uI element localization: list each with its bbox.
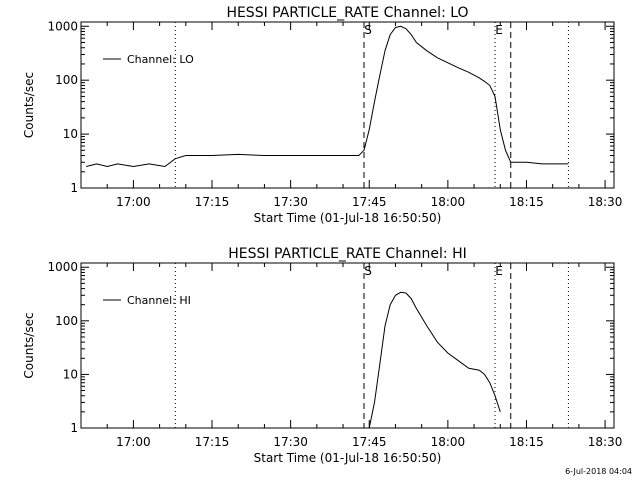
- x-tick-label: 17:15: [195, 195, 230, 209]
- y-tick-label: 1: [70, 421, 78, 435]
- event-marker-label: E: [495, 264, 503, 278]
- x-tick-label: 18:30: [588, 435, 623, 449]
- x-tick-label: 17:00: [116, 435, 151, 449]
- chart-title: HESSI PARTICLE_RATE Channel: LO: [226, 5, 468, 21]
- plot-timestamp: 6-Jul-2018 04:04: [565, 467, 632, 476]
- x-tick-label: 17:00: [116, 195, 151, 209]
- y-tick-label: 1: [70, 181, 78, 195]
- y-axis-label: Counts/sec: [22, 312, 36, 378]
- x-tick-label: 17:45: [352, 195, 387, 209]
- series-line: [368, 291, 501, 429]
- x-tick-label: 17:30: [273, 435, 308, 449]
- x-tick-label: 18:15: [509, 435, 544, 449]
- x-axis-label: Start Time (01-Jul-18 16:50:50): [254, 451, 442, 465]
- x-tick-label: 17:30: [273, 195, 308, 209]
- y-tick-label: 100: [55, 314, 78, 328]
- x-tick-label: 18:30: [588, 195, 623, 209]
- x-tick-label: 17:15: [195, 435, 230, 449]
- event-marker-label: E: [495, 23, 503, 37]
- y-tick-label: 1000: [47, 260, 78, 274]
- y-axis-label: Counts/sec: [22, 72, 36, 138]
- plot-frame: [80, 262, 615, 429]
- y-tick-label: 1000: [47, 19, 78, 33]
- series-line: [86, 25, 569, 168]
- x-tick-label: 18:00: [431, 195, 466, 209]
- y-tick-label: 10: [63, 127, 78, 141]
- chart-title: HESSI PARTICLE_RATE Channel: HI: [228, 246, 466, 262]
- y-tick-label: 100: [55, 73, 78, 87]
- x-axis-label: Start Time (01-Jul-18 16:50:50): [254, 211, 442, 225]
- legend-label: Channel: LO: [127, 53, 194, 66]
- event-marker-label: S: [364, 23, 372, 37]
- x-tick-label: 18:15: [509, 195, 544, 209]
- x-tick-label: 17:45: [352, 435, 387, 449]
- legend-label: Channel: HI: [127, 294, 191, 307]
- x-tick-label: 18:00: [431, 435, 466, 449]
- y-tick-label: 10: [63, 367, 78, 381]
- event-marker-label: S: [364, 264, 372, 278]
- plot-frame: [80, 21, 615, 189]
